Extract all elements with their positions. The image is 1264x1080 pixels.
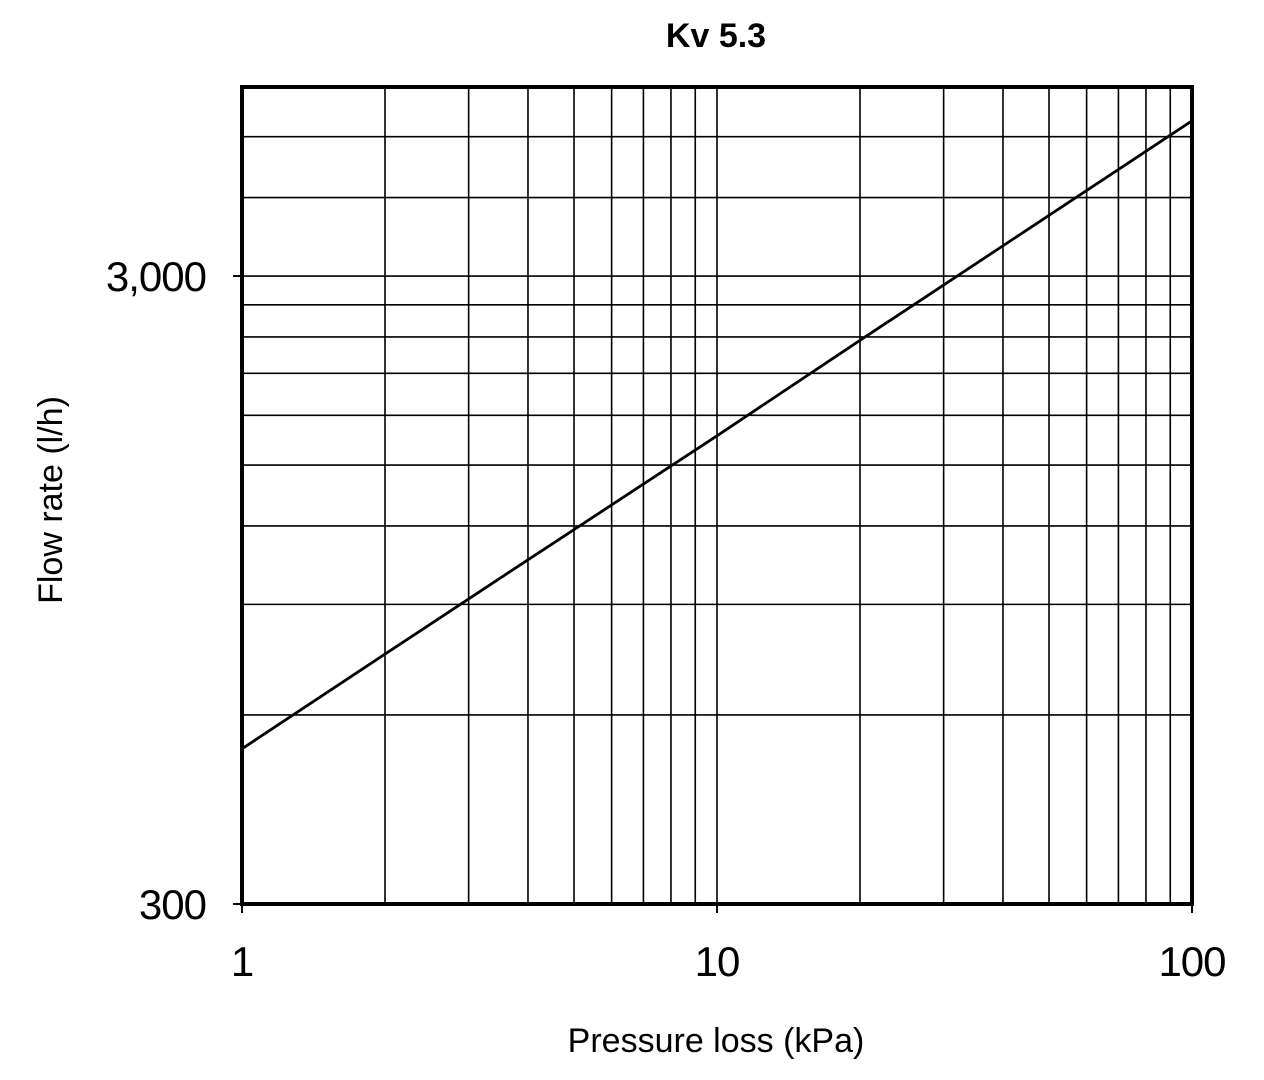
series-layer: [240, 119, 1194, 751]
y-tick-label: 300: [139, 881, 206, 928]
y-tick-label: 3,000: [106, 253, 206, 300]
series-line: [240, 119, 1194, 751]
x-axis-label: Pressure loss (kPa): [568, 1022, 865, 1060]
x-tick-label: 1: [231, 938, 253, 985]
x-tick-label: 10: [695, 938, 740, 985]
tick-layer: 1 10 100 300 3,000: [106, 253, 1227, 985]
y-axis-label: Flow rate (l/h): [32, 396, 70, 604]
x-tick-label: 100: [1158, 938, 1225, 985]
grid: [241, 86, 1193, 905]
chart-title: Kv 5.3: [666, 17, 766, 55]
